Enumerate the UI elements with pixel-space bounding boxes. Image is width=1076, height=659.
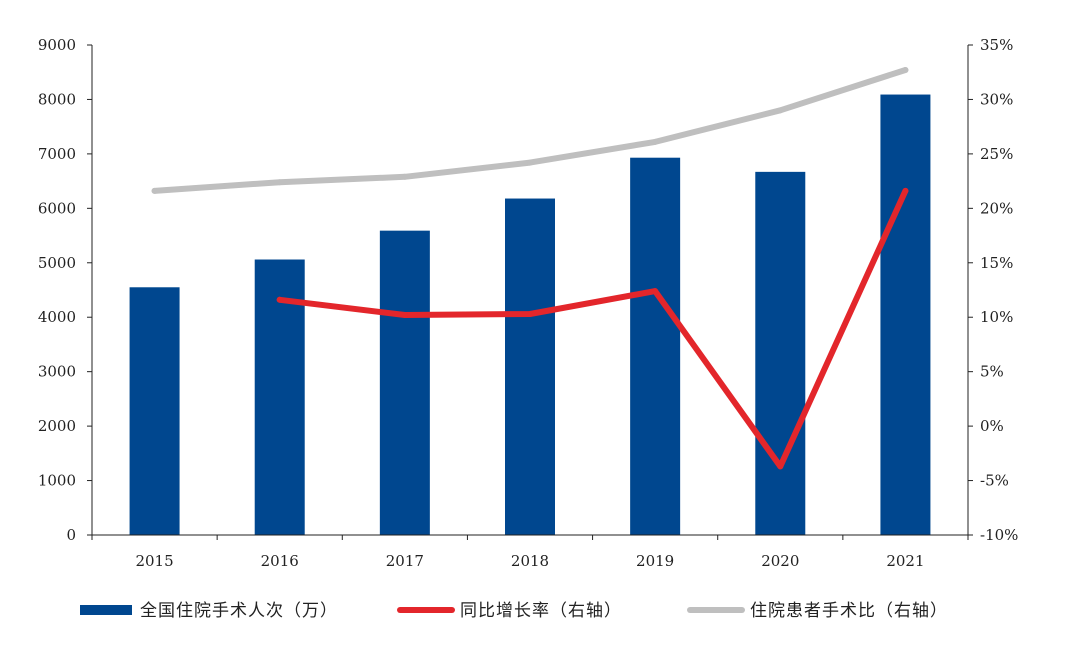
- x-tick-label-2015: 2015: [135, 552, 173, 570]
- right-tick-label: 35%: [980, 36, 1013, 54]
- right-tick-label: 5%: [980, 363, 1004, 381]
- left-tick-label: 0: [66, 526, 76, 544]
- growth-rate-line: [276, 187, 909, 470]
- legend-label-bar: 全国住院手术人次（万）: [140, 601, 338, 621]
- bar-2015: [129, 287, 180, 535]
- growth-rate-point-2016: [276, 296, 283, 303]
- right-tick-label: 10%: [980, 308, 1013, 326]
- line-series: [151, 67, 909, 470]
- right-tick-label: 0%: [980, 417, 1004, 435]
- left-tick-label: 9000: [38, 36, 76, 54]
- surgery-ratio-point-2021: [902, 67, 909, 74]
- bar-2016: [254, 259, 305, 535]
- left-tick-label: 5000: [38, 254, 76, 272]
- legend: 全国住院手术人次（万） 同比增长率（右轴） 住院患者手术比（右轴）: [80, 601, 948, 621]
- left-tick-label: 1000: [38, 472, 76, 490]
- left-tick-label: 3000: [38, 363, 76, 381]
- bar-2018: [505, 198, 555, 536]
- right-tick-label: 20%: [980, 199, 1013, 217]
- surgery-ratio-point-2019: [652, 138, 659, 145]
- left-tick-label: 8000: [38, 90, 76, 108]
- legend-label-surgery-ratio: 住院患者手术比（右轴）: [750, 601, 948, 621]
- surgery-ratio-point-2015: [151, 187, 158, 194]
- left-tick-label: 6000: [38, 199, 76, 217]
- bar-series: [129, 94, 931, 536]
- bar-2019: [630, 157, 681, 535]
- legend-label-growth-rate: 同比增长率（右轴）: [460, 601, 622, 621]
- x-tick-label-2021: 2021: [886, 552, 924, 570]
- right-tick-label: 15%: [980, 254, 1013, 272]
- surgery-ratio-point-2020: [777, 107, 784, 114]
- growth-rate-point-2019: [652, 288, 659, 295]
- x-tick-label-2016: 2016: [261, 552, 299, 570]
- growth-rate-point-2018: [527, 310, 533, 317]
- surgery-ratio-point-2016: [276, 179, 283, 186]
- right-tick-label: -10%: [980, 526, 1018, 544]
- surgery-ratio-point-2017: [401, 173, 408, 180]
- legend-swatch-bar: [80, 605, 132, 615]
- right-tick-label: 30%: [980, 90, 1013, 108]
- left-tick-label: 2000: [38, 417, 76, 435]
- growth-rate-point-2021: [902, 187, 909, 194]
- growth-rate-point-2020: [777, 463, 784, 470]
- bar-2021: [880, 94, 931, 536]
- x-tick-label-2017: 2017: [386, 552, 424, 570]
- left-tick-label: 4000: [38, 308, 76, 326]
- x-tick-label-2020: 2020: [761, 552, 799, 570]
- x-tick-label-2019: 2019: [636, 552, 674, 570]
- bar-2017: [379, 230, 430, 535]
- right-tick-label: -5%: [980, 472, 1009, 490]
- bar-2020: [755, 171, 806, 535]
- surgery-ratio-point-2018: [527, 159, 533, 166]
- growth-rate-point-2017: [401, 312, 408, 319]
- right-tick-label: 25%: [980, 145, 1013, 163]
- axes: 0 1000 2000 3000 4000 5000 6000 7000 8000 9000 -10…: [38, 36, 1019, 570]
- x-tick-label-2018: 2018: [511, 552, 549, 570]
- left-tick-label: 7000: [38, 145, 76, 163]
